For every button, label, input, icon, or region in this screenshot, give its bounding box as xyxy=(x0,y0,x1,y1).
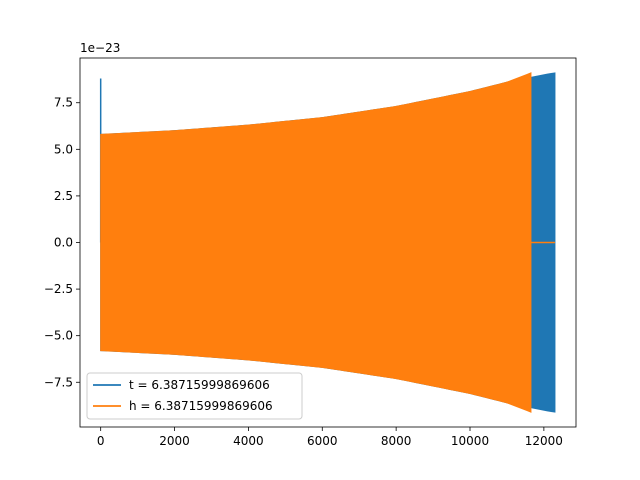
series-1 xyxy=(100,72,555,413)
x-tick-label: 4000 xyxy=(233,434,264,448)
x-tick-label: 12000 xyxy=(525,434,563,448)
y-offset-label: 1e−23 xyxy=(80,41,120,55)
y-tick-label: −7.5 xyxy=(44,375,73,389)
x-tick-label: 8000 xyxy=(381,434,412,448)
x-tick-label: 0 xyxy=(97,434,105,448)
legend-label: h = 6.38715999869606 xyxy=(129,399,273,413)
y-tick-label: −5.0 xyxy=(44,329,73,343)
legend-box xyxy=(86,372,303,420)
y-tick-label: −2.5 xyxy=(44,282,73,296)
series-1-band xyxy=(100,72,532,413)
x-tick-label: 2000 xyxy=(159,434,190,448)
y-tick-label: 7.5 xyxy=(54,96,73,110)
y-tick-label: 5.0 xyxy=(54,142,73,156)
legend: t = 6.38715999869606 h = 6.38715999869606 xyxy=(86,372,303,420)
legend-label: t = 6.38715999869606 xyxy=(129,378,270,392)
axes: 0 2000 4000 6000 8000 10000 12000 −7.5 −5.0 −2.5 0… xyxy=(44,57,577,448)
x-tick-label: 10000 xyxy=(451,434,489,448)
y-tick-label: 0.0 xyxy=(54,236,73,250)
y-tick-label: 2.5 xyxy=(54,189,73,203)
plot-area xyxy=(99,72,556,413)
x-tick-label: 6000 xyxy=(307,434,338,448)
